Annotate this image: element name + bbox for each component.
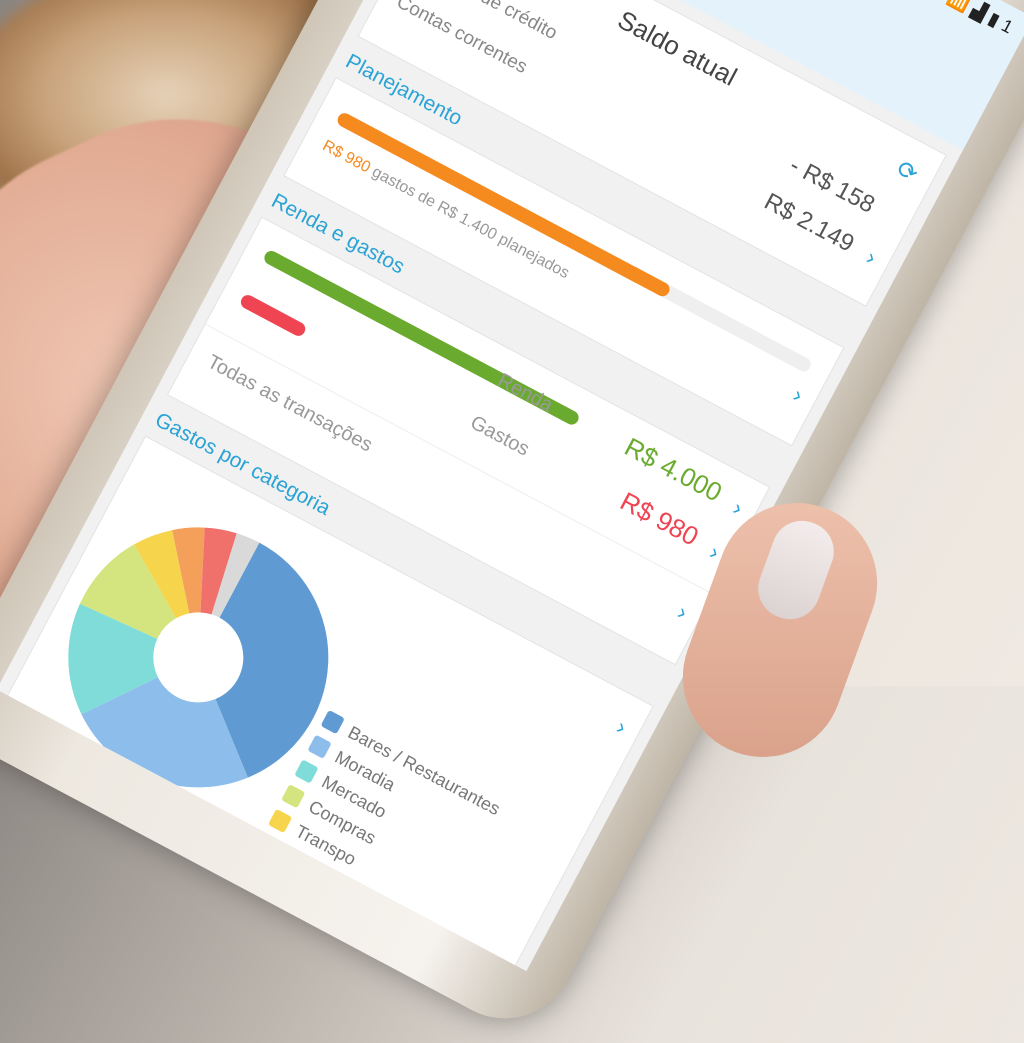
clock: 1 (998, 15, 1017, 38)
chevron-right-icon[interactable]: › (789, 382, 808, 408)
chevron-right-icon[interactable]: › (728, 495, 748, 521)
chevron-right-icon[interactable]: › (673, 599, 692, 625)
gastos-label: Gastos (466, 411, 533, 461)
gastos-bar-fill (238, 292, 308, 339)
legend-swatch (254, 833, 280, 858)
pie-slice-via (172, 527, 205, 614)
chevron-right-icon[interactable]: › (862, 244, 881, 270)
planejamento-spent: R$ 980 (319, 137, 374, 177)
pie-slice-other (211, 533, 260, 618)
pie-slice-compras (79, 544, 177, 639)
pie-slice-other (200, 527, 237, 615)
renda-label: Renda (494, 369, 557, 417)
chevron-right-icon[interactable]: › (612, 714, 631, 740)
pie-slice-transpo (134, 530, 190, 619)
status-bar: 📶 ▟ ▮ 1 (944, 0, 1017, 38)
wifi-icon: 📶 (944, 0, 974, 15)
legend-label: Via (279, 845, 312, 876)
